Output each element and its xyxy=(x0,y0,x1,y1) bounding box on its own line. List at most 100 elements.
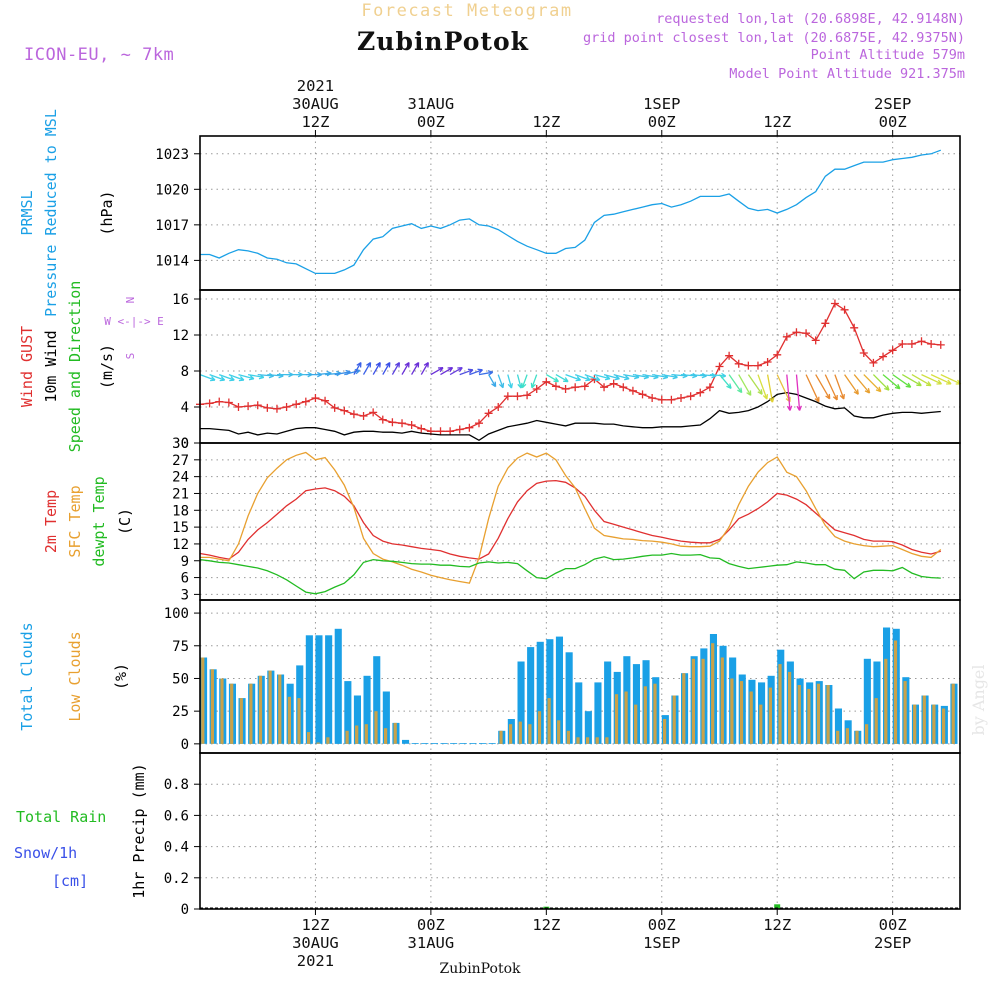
total-cloud-bar xyxy=(584,711,592,744)
wind-arrow xyxy=(719,374,732,389)
top-time-label: 1SEP xyxy=(643,95,680,113)
wind-arrow xyxy=(901,374,922,387)
panel-clouds: 0 25 50 75 100 Total Clouds Low Clouds (%) xyxy=(18,599,961,754)
low-cloud-bar xyxy=(913,704,917,744)
wind-arrow xyxy=(824,374,838,401)
wind-arrow xyxy=(469,368,483,376)
low-cloud-bar xyxy=(547,698,551,744)
low-cloud-bar xyxy=(576,737,580,744)
bottom-time-label: 1SEP xyxy=(643,934,680,952)
low-cloud-bar xyxy=(249,683,253,744)
gust-marker xyxy=(465,423,474,432)
y-tick-label: 0 xyxy=(181,436,189,452)
gust-marker xyxy=(725,351,734,360)
gust-marker xyxy=(446,427,455,436)
gust-marker xyxy=(753,361,762,370)
y-axis-label: Wind GUST xyxy=(18,326,36,407)
gust-marker xyxy=(600,383,609,392)
gust-marker xyxy=(609,379,618,388)
bottom-time-label: 00Z xyxy=(417,916,445,934)
gust-marker xyxy=(802,329,811,338)
gust-marker xyxy=(484,409,493,418)
gust-marker xyxy=(859,349,868,357)
wind-arrow xyxy=(757,374,769,400)
y-tick-label: 1020 xyxy=(155,182,189,198)
y-axis-label: Speed and Direction xyxy=(66,281,84,453)
y-tick-label: 0 xyxy=(181,902,189,918)
total-cloud-bar xyxy=(440,743,448,744)
wind-arrow xyxy=(545,374,560,383)
low-cloud-bar xyxy=(826,685,830,744)
low-cloud-bar xyxy=(711,643,715,744)
gust-marker xyxy=(811,336,820,345)
compass-south: S xyxy=(124,353,137,360)
gust-marker xyxy=(398,419,407,428)
low-cloud-bar xyxy=(720,657,724,744)
gust-marker xyxy=(321,396,330,405)
location-title: ZubinPotok xyxy=(357,27,529,56)
gust-marker xyxy=(686,392,695,401)
top-time-label: 00Z xyxy=(879,113,907,131)
bottom-time-label: 31AUG xyxy=(408,934,455,952)
gust-marker xyxy=(503,392,512,401)
wind-arrow xyxy=(882,374,901,390)
low-cloud-bar xyxy=(374,711,378,744)
wind-arrow xyxy=(459,368,474,376)
wind-arrow xyxy=(449,366,463,376)
gust-marker xyxy=(234,403,243,411)
wind-arrow xyxy=(747,374,763,395)
panel-frame xyxy=(199,135,961,291)
requested-coords: requested lon,lat (20.6898E, 42.9148N) xyxy=(656,11,965,27)
y-tick-label: 6 xyxy=(181,571,189,587)
y-axis-label: (hPa) xyxy=(98,190,116,235)
bottom-time-label: 12Z xyxy=(763,916,791,934)
low-cloud-bar xyxy=(326,737,330,744)
low-cloud-bar xyxy=(768,687,772,744)
y-axis-label: (%) xyxy=(112,663,130,690)
gust-marker xyxy=(917,337,926,346)
low-cloud-bar xyxy=(797,685,801,744)
low-cloud-bar xyxy=(509,724,513,744)
wind-arrow xyxy=(728,374,743,394)
wind-arrow xyxy=(420,361,429,375)
low-cloud-bar xyxy=(220,678,224,744)
wind-arrow xyxy=(497,374,505,389)
y-axis-label: 1hr Precip (mm) xyxy=(130,763,148,898)
wind-arrow xyxy=(238,373,255,381)
closest-coords: grid point closest lon,lat (20.6875E, 42… xyxy=(583,30,965,46)
y-axis-label: dewpt Temp xyxy=(90,476,108,566)
gust-marker xyxy=(417,424,426,433)
gust-marker xyxy=(215,397,224,406)
wind-arrow xyxy=(834,374,845,400)
gust-marker xyxy=(840,305,849,314)
gust-marker xyxy=(272,404,281,413)
wind-arrow xyxy=(401,361,410,375)
total-cloud-bar xyxy=(430,743,438,744)
wind-arrow xyxy=(911,374,932,387)
top-time-label: 12Z xyxy=(301,113,329,131)
gust-marker xyxy=(551,382,560,391)
wind-arrow xyxy=(521,374,528,389)
y-tick-label: 24 xyxy=(172,470,189,486)
low-cloud-bar xyxy=(287,696,291,744)
gust-marker xyxy=(792,328,801,337)
gust-marker xyxy=(340,406,349,415)
gust-marker xyxy=(474,419,483,428)
low-cloud-bar xyxy=(557,720,561,744)
gust-marker xyxy=(561,385,570,393)
gust-marker xyxy=(879,352,888,361)
low-cloud-bar xyxy=(201,657,205,744)
y-tick-label: 100 xyxy=(164,606,189,622)
total-cloud-bar xyxy=(421,743,429,744)
low-cloud-bar xyxy=(307,732,311,744)
gust-marker xyxy=(436,427,445,436)
total-cloud-bar xyxy=(517,661,525,744)
y-axis-label: PRMSL xyxy=(18,190,36,235)
low-cloud-bar xyxy=(624,691,628,744)
low-cloud-bar xyxy=(355,725,359,744)
wind-arrow xyxy=(594,373,611,381)
y-tick-label: 8 xyxy=(181,364,189,380)
gust-marker xyxy=(513,392,522,401)
total-cloud-bar xyxy=(315,635,323,744)
